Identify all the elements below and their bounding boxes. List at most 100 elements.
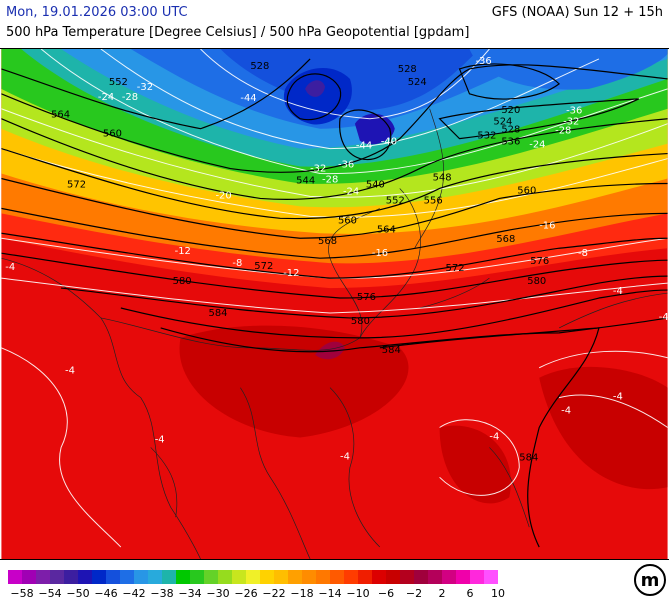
temp-label: -24 [529,140,545,151]
temp-label: -24 [343,186,359,197]
legend-swatch [456,570,470,584]
temp-field-south-dark [179,325,409,438]
legend-swatch [344,570,358,584]
legend-label: −54 [38,587,61,600]
gpdam-label: 552 [386,195,405,206]
gpdam-label: 520 [501,105,520,116]
temp-label: -4 [5,262,15,273]
gpdam-label: 576 [530,256,549,267]
temp-label: -12 [283,268,299,279]
legend-label: −34 [178,587,201,600]
gpdam-label: 564 [51,110,70,121]
legend-label: −30 [206,587,229,600]
legend-swatch [316,570,330,584]
legend-swatch [22,570,36,584]
temp-label: -12 [175,246,191,257]
gpdam-label: 556 [424,195,443,206]
temp-label: -4 [561,406,571,417]
temp-label: -4 [613,286,623,297]
temp-label: -44 [356,141,372,152]
legend-swatch [218,570,232,584]
legend-swatch [92,570,106,584]
legend-swatch [372,570,386,584]
temp-label: -32 [137,82,153,93]
legend-swatch [106,570,120,584]
legend-swatch [134,570,148,584]
legend-colorbar [8,570,498,584]
legend-swatch [274,570,288,584]
header-line-2: 500 hPa Temperature [Degree Celsius] / 5… [0,23,669,43]
gpdam-label: 584 [208,308,227,319]
legend-label: −26 [234,587,257,600]
temp-label: -28 [322,174,338,185]
temp-label: -36 [566,106,582,117]
model-run: GFS (NOAA) Sun 12 + 15h [491,5,663,20]
legend-label: −58 [10,587,33,600]
temp-label: -4 [340,451,350,462]
temp-label: -8 [578,248,588,259]
temp-label: -40 [381,137,397,148]
legend-swatch [442,570,456,584]
gpdam-label: 528 [398,64,417,75]
temp-field-south-dark-2 [539,366,668,490]
temp-label: -4 [65,366,75,377]
temperature-labels: -36 -24 -28 -32 -44 -40 -44 -36 -32 -28 … [5,56,667,462]
forecast-date: Mon, 19.01.2026 03:00 UTC [6,5,188,20]
temp-label: -36 [338,160,354,171]
legend-swatch [470,570,484,584]
temp-label: -4 [613,392,623,403]
legend-label: −14 [318,587,341,600]
legend-label: 6 [467,587,474,600]
gpdam-label: 584 [382,345,401,356]
legend-label: −46 [94,587,117,600]
geopotential-labels: 528 528 524 552 564 560 572 520 524 528 … [51,61,549,463]
legend-swatch [176,570,190,584]
gpdam-label: 584 [519,452,538,463]
legend-swatch [36,570,50,584]
gpdam-label: 544 [296,175,315,186]
legend-swatch [302,570,316,584]
legend-swatch [260,570,274,584]
temperature-isotherms [1,49,668,548]
gpdam-label: 524 [493,117,512,128]
legend-swatch [400,570,414,584]
legend-swatch [78,570,92,584]
legend-tick-labels: −58 −54 −50 −46 −42 −38 −34 −30 −26 −22 −18 −14 −10−… [10,587,505,600]
temp-label: -4 [489,431,499,442]
legend-label: −18 [290,587,313,600]
legend-label: −38 [150,587,173,600]
gpdam-label: 524 [408,77,427,88]
temp-label: -24 [98,92,114,103]
temp-label: -4 [155,434,165,445]
gpdam-label: 560 [103,129,122,140]
logo-letter: m [641,570,660,591]
legend-swatch [330,570,344,584]
weather-map[interactable]: 528 528 524 552 564 560 572 520 524 528 … [0,48,669,560]
temp-field-south-dark-3 [439,425,511,504]
temperature-legend: −58 −54 −50 −46 −42 −38 −34 −30 −26 −22 −18 −14 −10−… [8,564,666,600]
legend-label: −22 [262,587,285,600]
geopotential-contours [1,58,668,548]
gpdam-label: 552 [109,77,128,88]
meteologix-logo-icon: m [634,564,666,596]
legend-label: 10 [491,587,505,600]
legend-swatch [50,570,64,584]
legend-swatch [232,570,246,584]
temp-label: -16 [372,248,388,259]
legend-swatch [64,570,78,584]
legend-label: −2 [406,587,422,600]
parameter-title: 500 hPa Temperature [Degree Celsius] / 5… [6,25,470,40]
legend-swatch [120,570,134,584]
gpdam-label: 532 [477,131,496,142]
legend-swatch [288,570,302,584]
temp-field-cold-spot [305,80,326,97]
gpdam-label: 568 [318,236,337,247]
gpdam-label: 572 [254,261,273,272]
temp-label: -28 [122,92,138,103]
gpdam-label: 548 [433,172,452,183]
gpdam-label: 528 [250,61,269,72]
legend-swatch [204,570,218,584]
temp-label: -20 [215,190,231,201]
gpdam-label: 540 [366,179,385,190]
legend-label: −42 [122,587,145,600]
